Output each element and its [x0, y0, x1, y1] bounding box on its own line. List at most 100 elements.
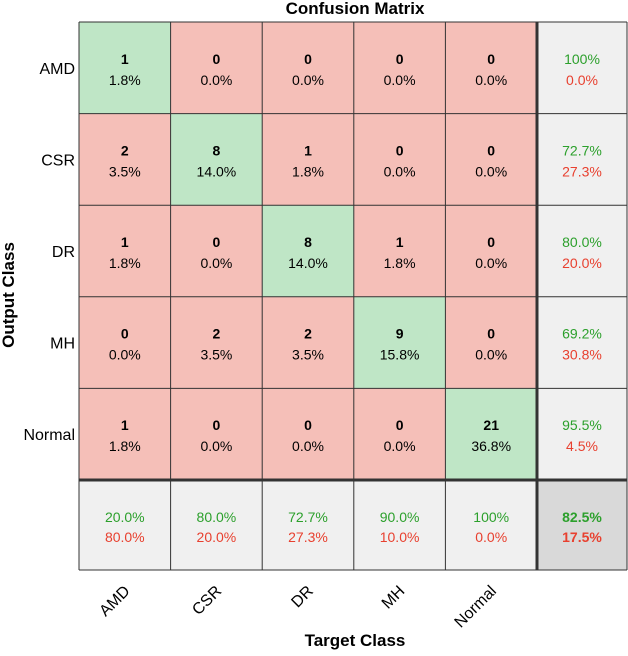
matrix-cell-1-2	[262, 113, 354, 206]
overall-incorrect: 17.5%	[562, 529, 602, 545]
cell-percent-3-0: 0.0%	[109, 347, 141, 363]
cell-percent-0-1: 0.0%	[200, 72, 232, 88]
cell-count-4-2: 0	[304, 417, 312, 433]
cell-percent-4-0: 1.8%	[109, 438, 141, 454]
row-label-mh: MH	[50, 336, 75, 353]
cell-percent-2-1: 0.0%	[200, 255, 232, 271]
cell-percent-4-4: 36.8%	[471, 438, 511, 454]
cell-count-1-3: 0	[396, 142, 404, 158]
matrix-cell-1-1	[170, 113, 263, 206]
row-summary-cell-1	[537, 113, 627, 206]
cell-count-3-2: 2	[304, 326, 312, 342]
cell-count-1-4: 0	[487, 142, 495, 158]
cell-count-0-0: 1	[121, 51, 129, 67]
cell-percent-1-3: 0.0%	[384, 163, 416, 179]
overall-accuracy-cell	[537, 480, 627, 570]
cell-count-0-1: 0	[213, 51, 221, 67]
cell-percent-3-4: 0.0%	[475, 347, 507, 363]
row-summary-correct-4: 95.5%	[562, 417, 602, 433]
cell-percent-2-2: 14.0%	[288, 255, 328, 271]
row-summary-cell-0	[537, 22, 627, 114]
cell-count-0-3: 0	[396, 51, 404, 67]
cell-percent-1-1: 14.0%	[197, 163, 237, 179]
y-axis-title: Output Class	[0, 242, 18, 348]
matrix-cell-2-2	[262, 205, 354, 297]
x-axis-title: Target Class	[305, 631, 406, 650]
cell-count-2-2: 8	[304, 234, 312, 250]
matrix-cell-3-0	[79, 296, 171, 389]
matrix-cell-1-3	[353, 113, 446, 206]
row-summary-correct-3: 69.2%	[562, 326, 602, 342]
matrix-cell-2-3	[353, 205, 446, 297]
cell-count-3-3: 9	[396, 326, 404, 342]
cell-percent-1-0: 3.5%	[109, 163, 141, 179]
cell-count-2-0: 1	[121, 234, 129, 250]
matrix-cell-3-4	[445, 296, 537, 389]
col-summary-correct-1: 80.0%	[197, 509, 237, 525]
cell-count-3-0: 0	[121, 326, 129, 342]
cell-percent-1-4: 0.0%	[475, 163, 507, 179]
matrix-cell-2-1	[170, 205, 263, 297]
cell-count-4-1: 0	[213, 417, 221, 433]
col-summary-correct-2: 72.7%	[288, 509, 328, 525]
cell-count-4-0: 1	[121, 417, 129, 433]
cell-count-1-0: 2	[121, 142, 129, 158]
col-summary-cell-1	[170, 480, 263, 570]
matrix-cell-0-2	[262, 22, 354, 114]
matrix-cell-4-3	[353, 388, 446, 480]
overall-correct: 82.5%	[562, 509, 602, 525]
cell-percent-1-2: 1.8%	[292, 163, 324, 179]
cell-percent-3-1: 3.5%	[200, 347, 232, 363]
grid-lines	[78, 21, 628, 571]
row-label-normal: Normal	[23, 427, 75, 444]
matrix-cell-4-4	[445, 388, 537, 480]
matrix-cell-3-2	[262, 296, 354, 389]
row-summary-cell-2	[537, 205, 627, 297]
row-summary-incorrect-2: 20.0%	[562, 255, 602, 271]
col-summary-cell-3	[353, 480, 446, 570]
cell-count-0-4: 0	[487, 51, 495, 67]
cell-count-4-3: 0	[396, 417, 404, 433]
col-summary-cell-2	[262, 480, 354, 570]
cell-percent-4-1: 0.0%	[200, 438, 232, 454]
cell-count-2-4: 0	[487, 234, 495, 250]
matrix-cell-3-1	[170, 296, 263, 389]
row-summary-correct-0: 100%	[564, 51, 600, 67]
cell-count-4-4: 21	[483, 417, 499, 433]
cell-percent-3-3: 15.8%	[380, 347, 420, 363]
cell-count-1-2: 1	[304, 142, 312, 158]
col-label-mh: MH	[379, 583, 409, 613]
cell-count-2-1: 0	[213, 234, 221, 250]
cell-percent-4-2: 0.0%	[292, 438, 324, 454]
row-summary-incorrect-0: 0.0%	[566, 72, 598, 88]
matrix-cells: 1 1.8% 0 0.0% 0 0.0% 0 0.0% 0 0.0% 2 3.5% 8 14.0% 1 1.8…	[79, 22, 627, 570]
matrix-cell-4-0	[79, 388, 171, 480]
col-summary-correct-0: 20.0%	[105, 509, 145, 525]
col-summary-incorrect-2: 27.3%	[288, 529, 328, 545]
row-summary-correct-2: 80.0%	[562, 234, 602, 250]
cell-count-3-4: 0	[487, 326, 495, 342]
matrix-cell-1-4	[445, 113, 537, 206]
row-label-amd: AMD	[39, 61, 75, 78]
col-label-csr: CSR	[189, 583, 225, 619]
cell-percent-2-3: 1.8%	[384, 255, 416, 271]
cell-count-3-1: 2	[213, 326, 221, 342]
matrix-cell-4-2	[262, 388, 354, 480]
row-summary-cell-4	[537, 388, 627, 480]
col-summary-cell-0	[79, 480, 171, 570]
matrix-cell-4-1	[170, 388, 263, 480]
cell-percent-0-3: 0.0%	[384, 72, 416, 88]
row-summary-incorrect-3: 30.8%	[562, 347, 602, 363]
row-label-dr: DR	[52, 244, 75, 261]
col-summary-correct-4: 100%	[473, 509, 509, 525]
cell-percent-0-0: 1.8%	[109, 72, 141, 88]
cell-count-0-2: 0	[304, 51, 312, 67]
cell-percent-0-4: 0.0%	[475, 72, 507, 88]
col-label-amd: AMD	[96, 583, 133, 620]
cell-count-2-3: 1	[396, 234, 404, 250]
row-summary-correct-1: 72.7%	[562, 142, 602, 158]
col-summary-correct-3: 90.0%	[380, 509, 420, 525]
col-label-normal: Normal	[452, 583, 500, 631]
row-summary-cell-3	[537, 296, 627, 389]
